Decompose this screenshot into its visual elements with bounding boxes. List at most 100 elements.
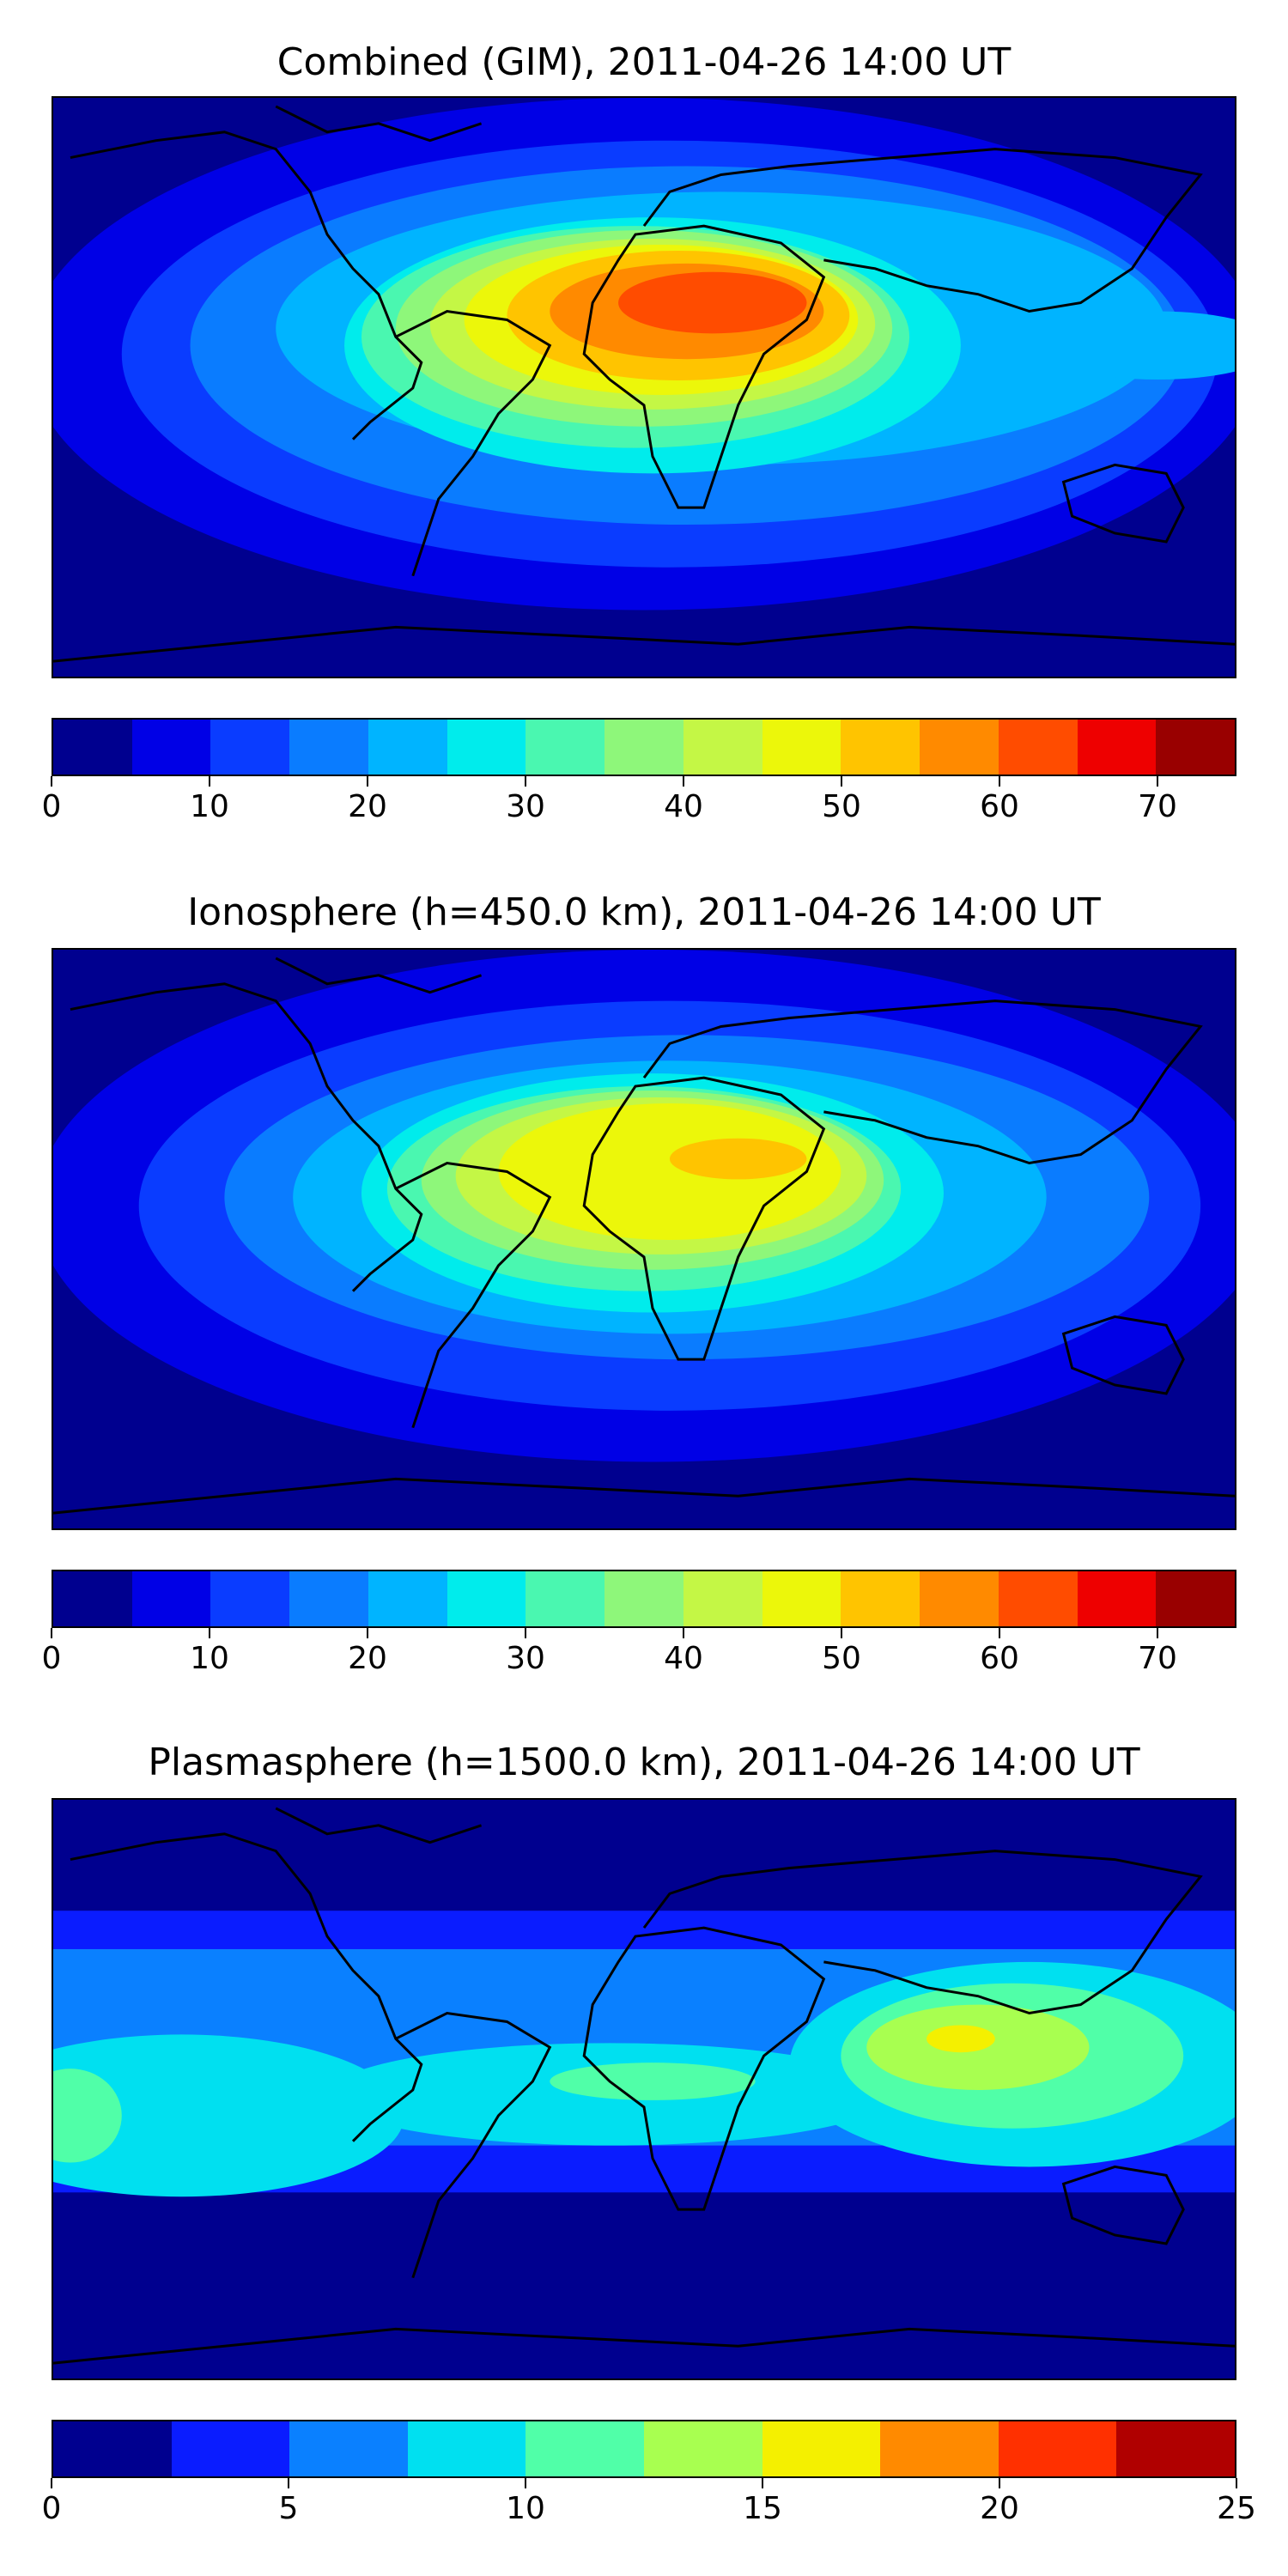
colorbar-segment (171, 2421, 290, 2476)
colorbar-tick (288, 2478, 289, 2488)
colorbar-segment (762, 2421, 881, 2476)
panel-2-title: Ionosphere (h=450.0 km), 2011-04-26 14:0… (187, 890, 1101, 934)
panel-1-colorbar-ticks: 0 10 20 30 40 50 60 70 (42, 776, 1236, 828)
colorbar-tick-label: 5 (278, 2491, 299, 2526)
panel-2-colorbar (52, 1570, 1236, 1628)
colorbar-tick (999, 2478, 1000, 2488)
colorbar-segment (368, 1571, 447, 1626)
colorbar-segment (53, 2421, 172, 2476)
colorbar-tick-label: 20 (348, 789, 387, 824)
panel-3-colorbar (52, 2420, 1236, 2478)
colorbar-segment (210, 720, 290, 775)
colorbar-tick-label: 50 (822, 789, 861, 824)
colorbar-tick (1157, 1628, 1158, 1638)
colorbar-segment (289, 720, 368, 775)
colorbar-tick (209, 776, 210, 787)
colorbar-segment (880, 2421, 999, 2476)
colorbar-tick (525, 776, 526, 787)
colorbar-tick-label: 20 (980, 2491, 1019, 2526)
colorbar-tick-label: 70 (1138, 789, 1177, 824)
panel-1-title: Combined (GIM), 2011-04-26 14:00 UT (276, 40, 1012, 84)
colorbar-segment (605, 720, 683, 775)
colorbar-segment (920, 720, 999, 775)
colorbar-tick-label: 50 (822, 1641, 861, 1676)
colorbar-tick-label: 10 (190, 1641, 229, 1676)
colorbar-segment (289, 1571, 368, 1626)
colorbar-segment (131, 720, 211, 775)
colorbar-tick (999, 1628, 1000, 1638)
colorbar-segment (53, 720, 132, 775)
colorbar-tick (51, 2478, 52, 2488)
colorbar-segment (841, 1571, 920, 1626)
colorbar-tick (683, 1628, 684, 1638)
band-east-20-25 (1037, 311, 1235, 380)
colorbar-tick (683, 776, 684, 787)
colorbar-tick-label: 30 (506, 789, 545, 824)
colorbar-tick (1157, 776, 1158, 787)
panel-2-colorbar-ticks: 0 10 20 30 40 50 60 70 (42, 1628, 1236, 1680)
colorbar-tick (841, 1628, 842, 1638)
colorbar-segment (407, 2421, 526, 2476)
colorbar-tick-label: 60 (980, 1641, 1019, 1676)
colorbar-segment (368, 720, 447, 775)
colorbar-tick (841, 776, 842, 787)
panel-1-colorbar (52, 718, 1236, 776)
colorbar-tick (209, 1628, 210, 1638)
ionosphere-tec-contour-map (53, 950, 1235, 1528)
colorbar-tick-label: 0 (41, 2491, 62, 2526)
colorbar-segment (683, 720, 762, 775)
colorbar-segment (447, 1571, 526, 1626)
colorbar-tick (999, 776, 1000, 787)
colorbar-tick (367, 1628, 368, 1638)
colorbar-segment (526, 2421, 644, 2476)
colorbar-segment (53, 1571, 132, 1626)
panel-3-colorbar-ticks: 0 5 10 15 20 25 (42, 2478, 1256, 2530)
colorbar-segment (762, 720, 841, 775)
colorbar-segment (605, 1571, 683, 1626)
colorbar-tick-label: 70 (1138, 1641, 1177, 1676)
colorbar-tick-label: 60 (980, 789, 1019, 824)
colorbar-tick (762, 2478, 763, 2488)
colorbar-tick-label: 40 (664, 789, 703, 824)
colorbar-segment (210, 1571, 290, 1626)
colorbar-tick (51, 776, 52, 787)
colorbar-segment (998, 2421, 1117, 2476)
colorbar-tick-label: 25 (1217, 2491, 1256, 2526)
panel-3-title: Plasmasphere (h=1500.0 km), 2011-04-26 1… (148, 1741, 1140, 1784)
colorbar-segment (998, 720, 1078, 775)
panel-1-map (52, 96, 1236, 678)
colorbar-segment (526, 720, 605, 775)
panel-3-map (52, 1798, 1236, 2380)
colorbar-tick-label: 20 (348, 1641, 387, 1676)
colorbar-segment (131, 1571, 211, 1626)
colorbar-tick-label: 10 (190, 789, 229, 824)
colorbar-segment (1116, 2421, 1235, 2476)
colorbar-segment (1077, 1571, 1157, 1626)
colorbar-segment (1156, 720, 1236, 775)
colorbar-tick-label: 0 (41, 1641, 62, 1676)
colorbar-tick (525, 1628, 526, 1638)
colorbar-tick (367, 776, 368, 787)
colorbar-segment (998, 1571, 1078, 1626)
colorbar-tick-label: 15 (743, 2491, 782, 2526)
colorbar-tick-label: 40 (664, 1641, 703, 1676)
panel-2-map (52, 948, 1236, 1530)
colorbar-segment (841, 720, 920, 775)
plasmasphere-tec-contour-map (53, 1800, 1235, 2379)
combined-tec-contour-map (53, 98, 1235, 677)
colorbar-tick-label: 10 (506, 2491, 545, 2526)
colorbar-segment (1077, 720, 1157, 775)
colorbar-tick (525, 2478, 526, 2488)
band-60-65 (618, 271, 807, 334)
colorbar-segment (920, 1571, 999, 1626)
colorbar-tick-label: 30 (506, 1641, 545, 1676)
coastlines (53, 105, 1235, 663)
colorbar-tick (51, 1628, 52, 1638)
colorbar-segment (762, 1571, 841, 1626)
colorbar-tick (1236, 2478, 1237, 2488)
colorbar-segment (289, 2421, 408, 2476)
colorbar-segment (643, 2421, 762, 2476)
colorbar-segment (683, 1571, 762, 1626)
colorbar-segment (526, 1571, 605, 1626)
colorbar-tick-label: 0 (41, 789, 62, 824)
